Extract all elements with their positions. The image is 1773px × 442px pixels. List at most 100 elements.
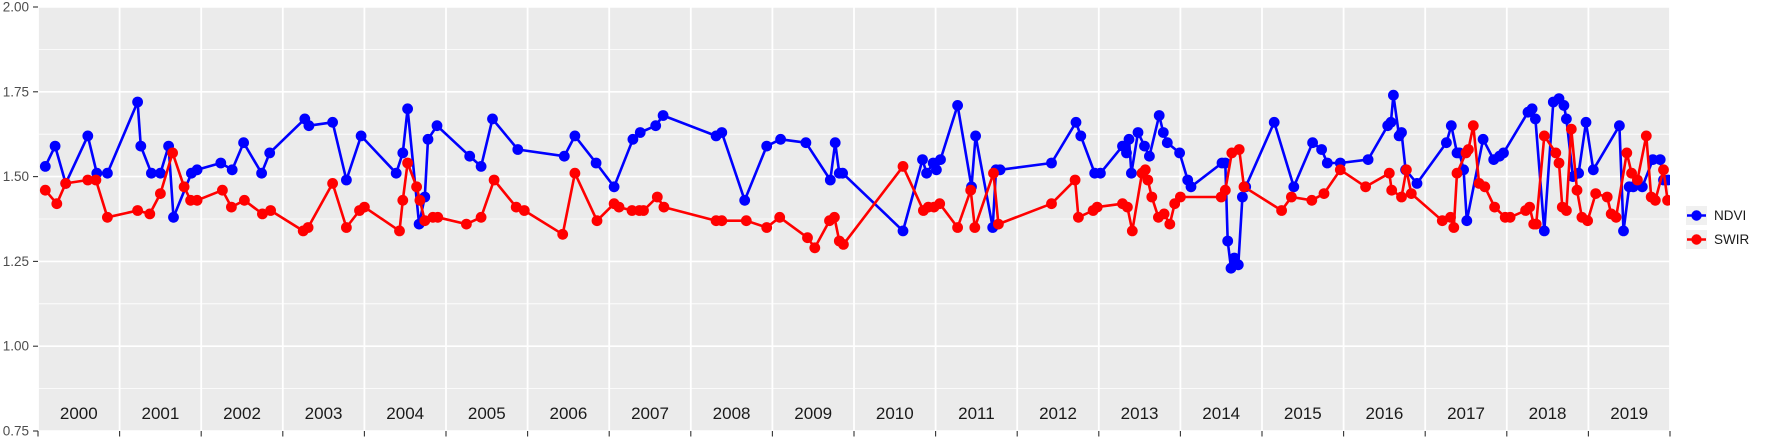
ndvi-data-point <box>1132 127 1144 138</box>
ndvi-data-point <box>39 161 51 172</box>
ndvi-data-point <box>1580 116 1592 128</box>
ndvi-point-line-glyph <box>1687 210 1706 221</box>
swir-data-point <box>155 188 166 200</box>
swir-data-point <box>518 205 530 216</box>
ndvi-data-point <box>1268 116 1280 128</box>
ndvi-data-point <box>739 194 751 206</box>
swir-data-point <box>993 218 1004 230</box>
ndvi-data-point <box>921 167 932 179</box>
swir-data-point <box>1504 211 1516 223</box>
ndvi-data-point <box>1388 89 1399 101</box>
swir-data-point <box>167 147 179 159</box>
swir-data-point <box>1306 194 1318 206</box>
ndvi-data-point <box>952 100 963 111</box>
ndvi-data-point <box>1144 150 1155 162</box>
ndvi-data-point <box>168 211 179 223</box>
swir-data-point <box>60 178 72 189</box>
ndvi-data-point <box>1461 215 1473 227</box>
year-label: 2016 <box>1365 404 1403 423</box>
swir-data-point <box>838 239 849 250</box>
ndvi-data-point <box>475 161 487 172</box>
ndvi-data-point <box>1095 167 1106 179</box>
ndvi-data-point <box>102 167 113 179</box>
y-axis-tick-label: 2.00 <box>3 0 29 15</box>
ndvi-data-point <box>1237 191 1248 203</box>
ndvi-data-point <box>650 120 662 132</box>
swir-data-point <box>1553 157 1565 169</box>
ndvi-data-point <box>935 154 946 166</box>
ndvi-data-point <box>716 127 728 138</box>
ndvi-data-point <box>761 140 773 152</box>
ndvi-data-point <box>970 130 981 142</box>
year-label: 2011 <box>958 404 995 423</box>
y-axis-tick-label: 1.75 <box>3 84 29 99</box>
ndvi-data-point <box>256 167 267 179</box>
ndvi-data-point <box>1654 154 1666 166</box>
swir-data-point <box>1640 130 1652 142</box>
ndvi-data-point <box>931 164 942 176</box>
year-label: 2009 <box>794 404 832 423</box>
ndvi-data-point <box>1307 137 1318 149</box>
swir-data-point <box>802 232 813 244</box>
ndvi-data-point <box>402 103 413 115</box>
ndvi-data-point <box>1288 181 1300 193</box>
swir-data-point <box>1073 211 1084 223</box>
swir-data-point <box>1524 201 1535 213</box>
swir-data-point <box>1334 164 1346 176</box>
swir-data-point <box>1489 201 1500 213</box>
swir-data-point <box>1621 147 1633 159</box>
ndvi-data-point <box>775 133 786 145</box>
year-label: 2008 <box>713 404 751 423</box>
swir-data-point <box>557 228 569 240</box>
ndvi-data-point <box>1222 235 1234 247</box>
ndvi-data-point <box>1396 127 1407 138</box>
swir-data-point <box>1396 191 1407 203</box>
swir-data-point <box>1383 167 1395 179</box>
ndvi-data-point <box>1161 137 1173 149</box>
ndvi-data-point <box>355 130 367 142</box>
ndvi-data-point <box>155 167 166 179</box>
ndvi-data-point <box>1232 259 1244 271</box>
swir-data-point <box>1122 201 1133 213</box>
swir-data-point <box>1590 188 1602 200</box>
swir-data-point <box>761 222 773 233</box>
swir-data-point <box>1445 211 1456 223</box>
swir-data-point <box>1601 191 1613 203</box>
swir-data-point <box>829 211 840 223</box>
ndvi-data-point <box>1477 133 1489 145</box>
swir-data-point <box>402 157 413 169</box>
swir-data-point <box>1146 191 1158 203</box>
swir-data-point <box>774 211 786 223</box>
swir-data-point <box>1139 164 1151 176</box>
ndvi-data-point <box>135 140 147 152</box>
swir-data-point <box>302 222 314 233</box>
swir-data-point <box>658 201 670 213</box>
swir-data-point <box>897 161 909 172</box>
swir-data-point <box>1142 174 1154 186</box>
ndvi-data-point <box>1185 181 1197 193</box>
ndvi-data-point <box>1445 120 1457 132</box>
swir-data-point <box>1436 215 1448 227</box>
swir-data-point <box>1463 144 1474 155</box>
swir-data-point <box>359 201 370 213</box>
swir-data-point <box>1126 225 1138 237</box>
swir-data-point <box>1649 194 1661 206</box>
y-axis-tick-label: 1.50 <box>3 169 29 184</box>
ndvi-data-point <box>82 130 94 142</box>
swir-data-point <box>90 174 102 186</box>
swir-data-point <box>82 174 94 186</box>
ndvi-data-point <box>191 164 203 176</box>
swir-data-point <box>1662 194 1670 206</box>
swir-data-point <box>488 174 500 186</box>
year-label: 2010 <box>876 404 914 423</box>
ndvi-data-point <box>1561 113 1572 125</box>
swir-data-point <box>716 215 728 227</box>
swir-data-point <box>432 211 444 223</box>
swir-data-point <box>191 194 203 206</box>
year-label: 2015 <box>1284 404 1322 423</box>
ndvi-data-point <box>49 140 61 152</box>
swir-data-point <box>1451 167 1463 179</box>
ndvi-data-point <box>1618 225 1629 237</box>
legend-label-swir: SWIR <box>1714 232 1750 247</box>
